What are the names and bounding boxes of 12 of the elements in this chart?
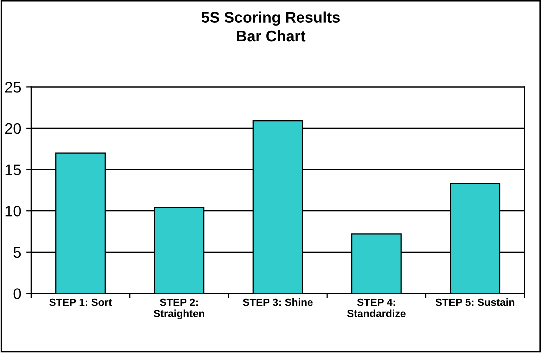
chart-title: 5S Scoring Results Bar Chart — [202, 12, 340, 42]
x-tick-label: STEP 5: Sustain — [436, 298, 515, 306]
x-tick-label: STEP 1: Sort — [50, 298, 112, 306]
y-tick-label: 5 — [14, 247, 22, 258]
y-tick-label: 25 — [5, 82, 22, 93]
y-tick-label: 10 — [6, 206, 22, 217]
y-tick-label: 0 — [14, 288, 22, 300]
x-tick-label: STEP 3: Shine — [243, 298, 313, 306]
y-tick-label: 20 — [5, 123, 22, 134]
x-tick-label: STEP 4: Standardize — [347, 298, 406, 318]
y-tick-label: 15 — [6, 164, 22, 176]
x-tick-label: STEP 2: Straighten — [154, 298, 205, 320]
